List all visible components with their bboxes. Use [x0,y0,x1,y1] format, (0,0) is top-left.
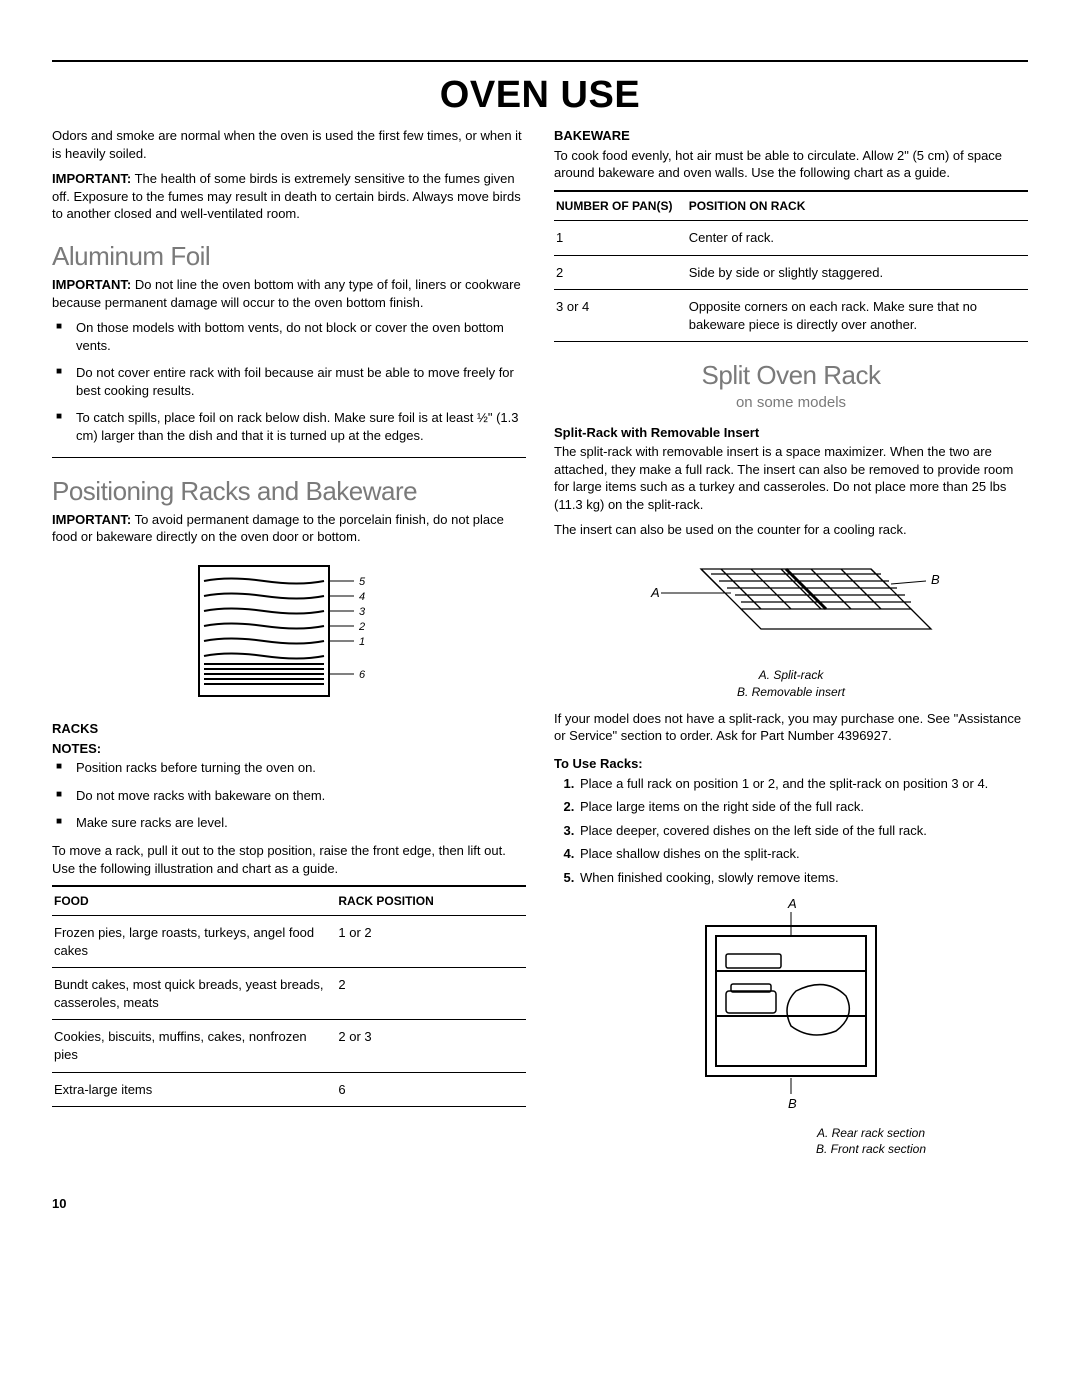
list-item: Do not move racks with bakeware on them. [76,787,526,805]
rack-diagram-icon: 5 4 3 2 1 6 [189,556,389,706]
important-label: IMPORTANT: [52,277,131,292]
split-oven-heading: Split Oven Rack [554,358,1028,393]
right-column: BAKEWARE To cook food evenly, hot air mu… [554,127,1028,1167]
list-item: Place shallow dishes on the split-rack. [578,845,1028,863]
list-item: To catch spills, place foil on rack belo… [76,409,526,444]
important-foil: IMPORTANT: Do not line the oven bottom w… [52,276,526,311]
table-row: Cookies, biscuits, muffins, cakes, nonfr… [52,1020,526,1072]
bakeware-paragraph: To cook food evenly, hot air must be abl… [554,147,1028,182]
list-item: Place a full rack on position 1 or 2, an… [578,775,1028,793]
table-row: Extra-large items6 [52,1072,526,1107]
list-item: Place deeper, covered dishes on the left… [578,822,1028,840]
svg-text:A: A [650,585,660,600]
no-split-paragraph: If your model does not have a split-rack… [554,710,1028,745]
rack-position-figure: 5 4 3 2 1 6 [52,556,526,711]
svg-text:3: 3 [359,606,366,618]
important-birds: IMPORTANT: The health of some birds is e… [52,170,526,223]
split-p1: The split-rack with removable insert is … [554,443,1028,513]
foil-bullet-list: On those models with bottom vents, do no… [52,319,526,444]
table-row: Frozen pies, large roasts, turkeys, ange… [52,916,526,968]
th-num-pans: Number of Pan(s) [554,191,687,221]
table-row: Bundt cakes, most quick breads, yeast br… [52,968,526,1020]
table-row: 3 or 4Opposite corners on each rack. Mak… [554,290,1028,342]
left-column: Odors and smoke are normal when the oven… [52,127,526,1167]
oven-interior-figure: A B [554,896,1028,1157]
split-rack-icon: A B [611,549,971,659]
svg-text:B: B [931,572,940,587]
rack-notes-list: Position racks before turning the oven o… [52,759,526,832]
important-porcelain: IMPORTANT: To avoid permanent damage to … [52,511,526,546]
list-item: On those models with bottom vents, do no… [76,319,526,354]
bakeware-heading: BAKEWARE [554,127,1028,145]
svg-text:5: 5 [359,576,366,588]
svg-text:2: 2 [358,621,365,633]
list-item: When finished cooking, slowly remove ite… [578,869,1028,887]
split-oven-subnote: on some models [554,393,1028,413]
th-rack-position: Rack Position [336,886,526,916]
table-row: 1Center of rack. [554,221,1028,256]
page-title: OVEN USE [52,70,1028,121]
section-rule [52,457,526,458]
list-item: Do not cover entire rack with foil becau… [76,364,526,399]
th-food: Food [52,886,336,916]
pan-position-table: Number of Pan(s) Position on Rack 1Cente… [554,190,1028,342]
page-number: 10 [52,1195,1028,1213]
list-item: Make sure racks are level. [76,814,526,832]
aluminum-foil-heading: Aluminum Foil [52,239,526,274]
racks-heading: RACKS [52,720,526,738]
table-row: 2Side by side or slightly staggered. [554,255,1028,290]
food-rack-table: Food Rack Position Frozen pies, large ro… [52,885,526,1107]
important-label: IMPORTANT: [52,512,131,527]
svg-text:A: A [787,896,797,911]
list-item: Position racks before turning the oven o… [76,759,526,777]
th-pos-on-rack: Position on Rack [687,191,1028,221]
to-use-racks-heading: To Use Racks: [554,755,1028,773]
intro-paragraph: Odors and smoke are normal when the oven… [52,127,526,162]
split-caption: A. Split-rack B. Removable insert [554,667,1028,699]
notes-heading: NOTES: [52,740,526,758]
split-rack-figure: A B A. Split-rack B. Removable insert [554,549,1028,700]
oven-interior-icon: A B [676,896,906,1116]
move-rack-paragraph: To move a rack, pull it out to the stop … [52,842,526,877]
to-use-racks-list: Place a full rack on position 1 or 2, an… [554,775,1028,887]
svg-text:B: B [788,1096,797,1111]
positioning-heading: Positioning Racks and Bakeware [52,474,526,509]
top-rule [52,60,1028,62]
split-p2: The insert can also be used on the count… [554,521,1028,539]
important-label: IMPORTANT: [52,171,131,186]
svg-text:1: 1 [359,636,365,648]
svg-text:6: 6 [359,669,366,681]
oven-caption: A. Rear rack section B. Front rack secti… [554,1125,1028,1157]
split-insert-heading: Split-Rack with Removable Insert [554,424,1028,442]
two-column-layout: Odors and smoke are normal when the oven… [52,127,1028,1167]
svg-text:4: 4 [359,591,365,603]
list-item: Place large items on the right side of t… [578,798,1028,816]
